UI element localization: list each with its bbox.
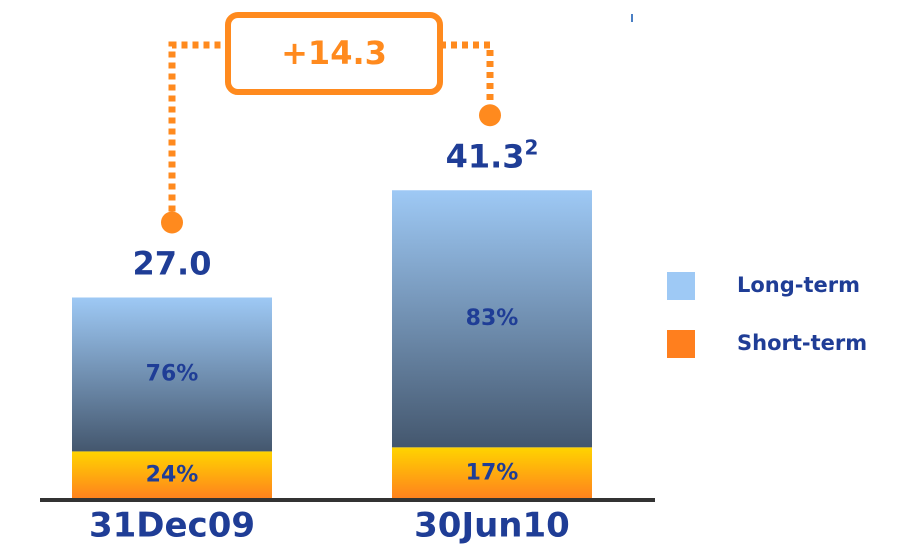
bar-segment	[392, 447, 592, 500]
value-label: 24%	[146, 463, 199, 488]
bracket-dot	[479, 104, 501, 127]
bracket-right	[440, 41, 494, 116]
legend-swatch	[667, 272, 695, 300]
bar-segment	[72, 297, 272, 452]
total-value: 41.3	[446, 137, 525, 175]
value-label: 17%	[466, 461, 519, 486]
change-box	[225, 12, 443, 95]
footnote-mark: 2	[525, 135, 539, 159]
total-label: 41.32	[446, 135, 539, 176]
x-tick-label: 30Jun10	[414, 506, 570, 545]
bracket-dot	[161, 211, 183, 234]
value-label: 76%	[146, 361, 199, 386]
legend-swatch	[667, 330, 695, 358]
legend-label: Long-term	[737, 273, 860, 297]
bar-segment	[392, 190, 592, 448]
value-label: 83%	[466, 306, 519, 331]
x-tick-label: 31Dec09	[89, 506, 255, 545]
bracket-left	[168, 41, 228, 223]
legend-label: Short-term	[737, 331, 867, 355]
total-value: 27.0	[133, 245, 212, 283]
change-label: +14.3	[281, 34, 387, 72]
total-label: 27.0	[133, 245, 212, 283]
bar-segment	[72, 451, 272, 500]
